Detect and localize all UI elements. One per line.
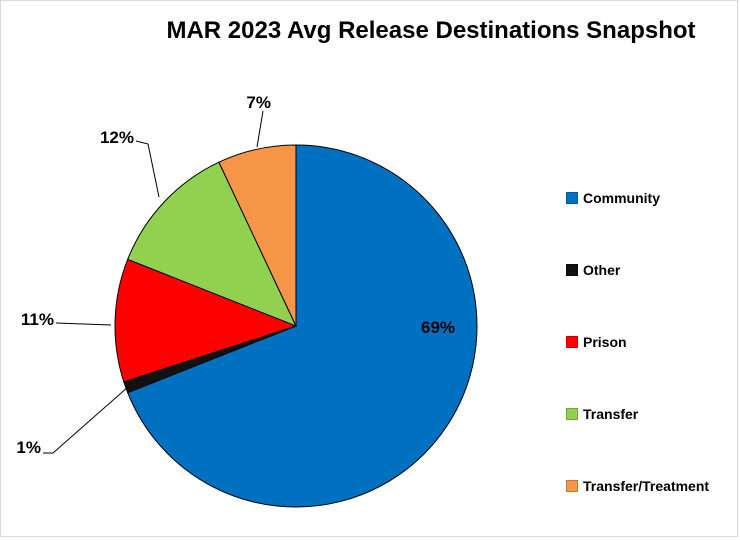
data-label-transfer: 12% xyxy=(100,128,134,147)
data-label-transfer-treatment: 7% xyxy=(246,93,271,112)
pie-slice-transfer xyxy=(127,161,297,327)
leader-lines xyxy=(43,110,264,454)
legend-swatch-transfer xyxy=(566,408,578,420)
leader-line-prison xyxy=(55,322,112,326)
pie-slice-prison xyxy=(114,258,298,383)
legend-item-community: Community xyxy=(566,190,660,206)
legend-swatch-community xyxy=(566,192,578,204)
leader-line-other xyxy=(43,386,129,454)
legend-label-transfer: Transfer xyxy=(583,406,639,422)
legend-item-transfer: Transfer xyxy=(566,406,638,422)
legend: Community Other Prison Transfer Transfer… xyxy=(566,1,740,540)
leader-line-transfer-treatment xyxy=(256,110,264,148)
legend-item-other: Other xyxy=(566,262,620,278)
pie-slice-transfer-treatment xyxy=(218,144,297,327)
data-label-prison: 11% xyxy=(21,310,54,329)
data-labels: 69% 1% 11% 12% 7% xyxy=(16,93,455,457)
legend-label-other: Other xyxy=(583,262,621,278)
pie-slice-community xyxy=(127,144,478,508)
leader-line-transfer xyxy=(135,140,160,198)
legend-item-transfer-treatment: Transfer/Treatment xyxy=(566,478,709,494)
legend-item-prison: Prison xyxy=(566,334,627,350)
legend-swatch-other xyxy=(566,264,578,276)
legend-swatch-transfer-treatment xyxy=(566,480,578,492)
data-label-community: 69% xyxy=(421,318,455,337)
legend-label-community: Community xyxy=(583,190,660,206)
pie-slices xyxy=(114,144,478,508)
chart-title: MAR 2023 Avg Release Destinations Snapsh… xyxy=(166,17,696,44)
legend-label-prison: Prison xyxy=(583,334,627,350)
legend-swatch-prison xyxy=(566,336,578,348)
data-label-other: 1% xyxy=(16,438,41,457)
legend-label-transfer-treatment: Transfer/Treatment xyxy=(583,478,710,494)
